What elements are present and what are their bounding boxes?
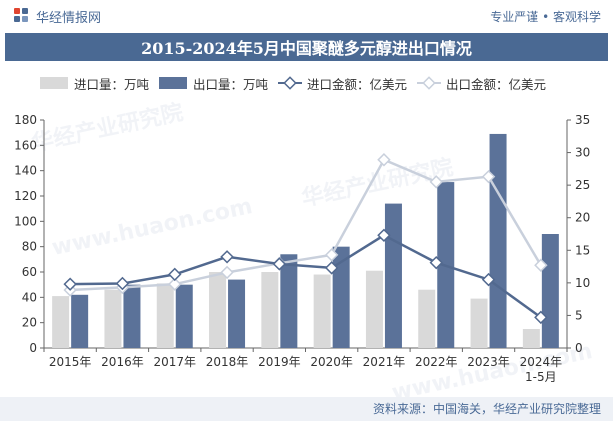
export-value-point — [168, 277, 182, 291]
legend-label-export-value: 出口金额：亿美元 — [446, 76, 547, 92]
export-value-line — [70, 158, 542, 292]
bar-import-volume — [209, 272, 227, 348]
import-value-point — [168, 267, 182, 282]
x-tick-label: 2021年 — [363, 355, 406, 369]
y-left-tick-label: 20 — [22, 316, 37, 330]
bar-import-volume — [365, 270, 383, 348]
y-left-tick-label: 160 — [14, 138, 37, 152]
bar-import-volume — [261, 272, 279, 348]
y-left-tick-label: 100 — [14, 214, 37, 228]
bar-export-volume — [175, 284, 193, 348]
x-tick-label: 2024年 — [520, 355, 563, 369]
y-right-tick-label: 25 — [575, 178, 590, 192]
x-tick-label: 1-5月 — [525, 370, 557, 384]
bar-import-volume — [156, 283, 174, 348]
tagline: 专业严谨 • 客观科学 — [490, 9, 601, 24]
x-tick-label: 2019年 — [258, 355, 301, 369]
legend-item-import-volume: 进口量：万吨 — [40, 74, 149, 93]
import-value-point — [220, 250, 234, 264]
legend-item-export-value: 出口金额：亿美元 — [417, 74, 546, 93]
y-left-tick-label: 120 — [14, 189, 37, 203]
legend-label-export-volume: 出口量：万吨 — [193, 76, 269, 92]
bar-import-volume — [470, 298, 488, 348]
y-left-tick-label: 40 — [22, 290, 37, 304]
import-value-point — [429, 255, 443, 270]
y-right-tick-label: 0 — [575, 341, 583, 355]
y-right-tick-label: 5 — [575, 308, 583, 322]
export-value-point — [220, 265, 234, 280]
export-value-point — [377, 153, 391, 167]
bar-import-volume — [104, 289, 122, 348]
y-left-tick-label: 0 — [29, 341, 37, 355]
y-right-tick-label: 35 — [575, 113, 590, 127]
y-left-tick-label: 140 — [14, 164, 37, 178]
legend-item-export-volume: 出口量：万吨 — [159, 74, 268, 93]
bar-import-volume — [522, 329, 540, 348]
y-right-tick-label: 20 — [575, 211, 590, 225]
legend-item-import-value: 进口金额：亿美元 — [278, 74, 407, 93]
y-right-tick-label: 10 — [575, 276, 590, 290]
export-value-point — [481, 169, 496, 184]
export-value-point — [324, 248, 339, 262]
x-tick-label: 2017年 — [153, 355, 196, 369]
legend-swatch-import-volume — [40, 77, 68, 89]
chart-legend: 进口量：万吨 出口量：万吨 进口金额：亿美元 出口金额：亿美元 — [40, 73, 610, 93]
legend-label-import-volume: 进口量：万吨 — [74, 76, 150, 92]
y-left-tick-label: 60 — [22, 265, 37, 279]
brand[interactable]: 华经情报网 — [14, 7, 101, 26]
legend-swatch-export-volume — [159, 77, 188, 89]
chart-title: 2015-2024年5月中国聚醚多元醇进出口情况 — [5, 33, 608, 61]
brand-logo-icon — [14, 8, 30, 24]
x-tick-label: 2020年 — [310, 355, 353, 369]
x-tick-label: 2018年 — [206, 355, 249, 369]
legend-label-import-value: 进口金额：亿美元 — [307, 76, 408, 92]
footer: 资料来源：中国海关，华经产业研究院整理 — [0, 397, 613, 421]
legend-line-import-value-icon — [278, 76, 303, 90]
bar-export-volume — [541, 234, 559, 348]
bar-export-volume — [123, 284, 141, 348]
y-right-tick-label: 15 — [575, 243, 590, 257]
import-value-line — [70, 233, 542, 319]
import-value-point — [481, 272, 496, 287]
export-value-point — [429, 175, 443, 189]
import-value-point — [534, 310, 548, 325]
source-note: 资料来源：中国海关，华经产业研究院整理 — [372, 402, 601, 416]
combo-chart: 0 20 40 60 80 100 120 140 160 180 0 5 10 15 20 25 30 35 20… — [14, 113, 590, 384]
bar-import-volume — [418, 289, 436, 348]
import-value-point — [324, 261, 339, 275]
bar-export-volume — [384, 203, 402, 348]
y-right-tick-label: 30 — [575, 146, 590, 160]
y-left-tick-label: 180 — [14, 113, 37, 127]
brand-name: 华经情报网 — [36, 10, 102, 26]
import-value-point — [377, 228, 391, 243]
bar-export-volume — [228, 279, 246, 348]
x-tick-label: 2022年 — [415, 355, 458, 369]
import-value-point — [272, 257, 287, 271]
bar-export-volume — [489, 133, 507, 348]
legend-line-export-value-icon — [417, 76, 442, 90]
import-value-point — [115, 276, 130, 291]
export-value-point — [534, 258, 548, 272]
bar-export-volume — [71, 294, 89, 348]
x-tick-label: 2016年 — [101, 355, 144, 369]
bar-import-volume — [52, 296, 70, 348]
bar-export-volume — [332, 246, 350, 348]
header: 华经情报网 专业严谨 • 客观科学 — [0, 0, 613, 32]
import-value-point — [63, 277, 77, 291]
x-tick-label: 2015年 — [49, 355, 92, 369]
bar-import-volume — [313, 274, 331, 348]
x-tick-label: 2023年 — [467, 355, 510, 369]
bar-export-volume — [280, 254, 298, 348]
y-left-tick-label: 80 — [22, 240, 37, 254]
